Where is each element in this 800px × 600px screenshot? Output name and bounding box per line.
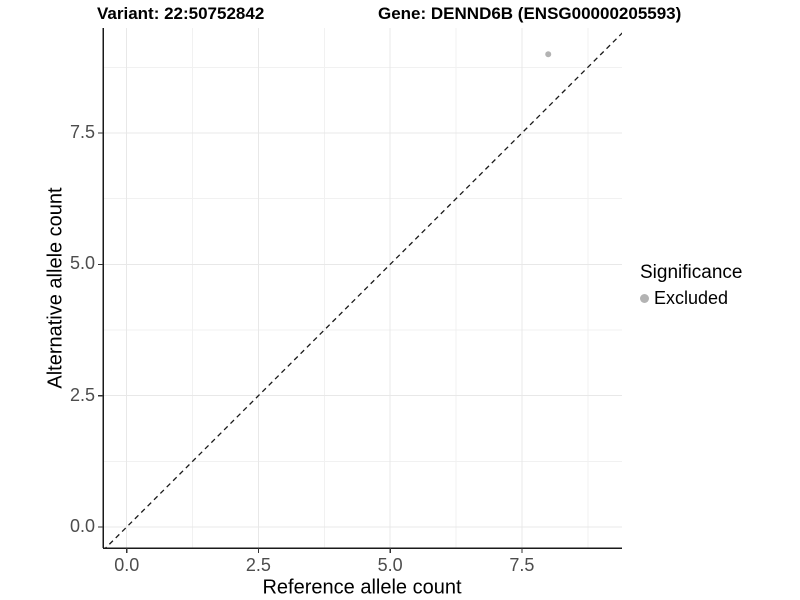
data-point [545,51,552,58]
x-axis-title: Reference allele count [262,576,462,599]
plot-title-gene: Gene: DENND6B (ENSG00000205593) [378,4,682,23]
identity-dashed-line [104,32,622,548]
legend-entry-label: Excluded [654,288,729,308]
y-axis-title: Alternative allele count [44,187,67,389]
legend-key-dot-icon [640,294,649,303]
plot-title-variant: Variant: 22:50752842 [97,4,265,23]
legend-title: Significance [640,262,743,283]
legend-entries: Excluded [640,288,742,309]
legend-entry: Excluded [640,288,742,309]
legend: Significance Excluded [640,262,742,309]
